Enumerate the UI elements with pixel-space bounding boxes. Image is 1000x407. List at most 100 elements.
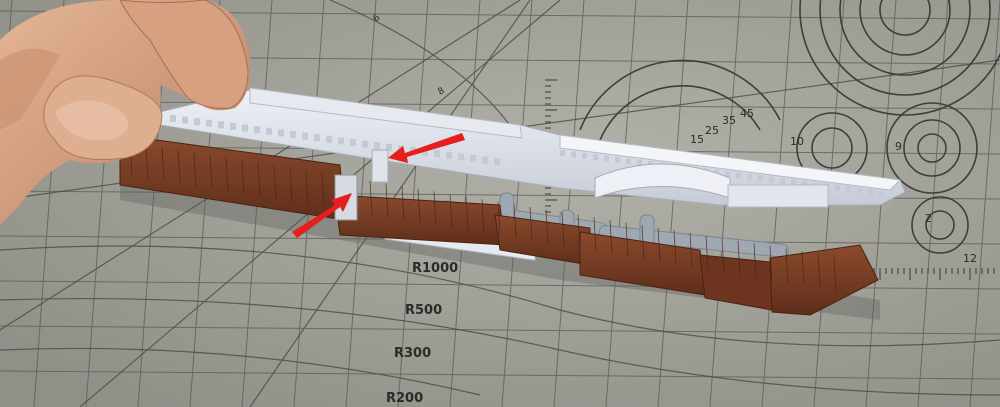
roof-tooth: [879, 190, 884, 197]
wood-plank-line: [193, 152, 197, 187]
wood-plank-line: [305, 170, 309, 205]
roof-tooth: [846, 186, 851, 193]
wood-plank-line: [209, 154, 213, 190]
wood-plank-line: [433, 191, 437, 226]
wood-plank-line: [241, 160, 245, 195]
wood-plank-line: [417, 188, 421, 223]
wood-plank-line: [753, 243, 757, 278]
label-45: 45: [740, 107, 754, 120]
roof-tooth: [422, 148, 428, 156]
roof-tooth: [278, 129, 284, 137]
label-10: 10: [790, 135, 804, 148]
roof-tooth: [194, 118, 200, 126]
roof-tooth: [362, 140, 368, 148]
wood-plank-line: [529, 206, 533, 242]
roof-tooth: [218, 121, 224, 129]
roof-tooth: [857, 187, 862, 194]
wood-plank-line: [625, 222, 629, 257]
wood-plank-line: [721, 238, 725, 273]
wood-plank-line: [545, 209, 549, 244]
roof-tooth: [458, 153, 464, 161]
wood-plank-line: [561, 212, 565, 247]
wood-plank-line: [273, 165, 277, 200]
label-25: 25: [705, 124, 719, 137]
roof-tooth: [593, 154, 598, 161]
roof-tooth: [434, 150, 440, 158]
wood-plank-line: [481, 199, 485, 234]
wood-plank-line: [673, 230, 677, 265]
wood-plank-line: [641, 225, 645, 260]
label-r500: R500: [405, 303, 442, 318]
mat-targets: [579, 0, 1000, 254]
grid-line-horizontal: [0, 325, 1000, 335]
grid-line-horizontal: [0, 100, 1000, 110]
roof-tooth: [571, 151, 576, 158]
roof-tooth: [736, 172, 741, 179]
hand: [0, 0, 251, 225]
label-r1000: R1000: [412, 261, 458, 276]
wood-plank-line: [465, 196, 469, 231]
roof-tooth: [266, 127, 272, 135]
wood-plank-line: [369, 180, 373, 216]
roof-tooth: [560, 150, 565, 156]
label-12: 12: [963, 252, 977, 265]
roof-tooth: [338, 137, 344, 145]
red-arrow-lower: [292, 193, 352, 238]
wood-plank-line: [321, 173, 325, 208]
wood-plank-line: [689, 232, 693, 268]
model-kit-parts: [119, 87, 906, 320]
wood-plank-line: [833, 256, 837, 291]
label-r300: R300: [394, 346, 431, 361]
roof-tooth: [615, 157, 620, 163]
roof-tooth: [637, 159, 642, 166]
wood-plank-line: [593, 217, 597, 252]
roof-tooth: [374, 142, 380, 150]
roof-tooth: [604, 155, 609, 162]
wood-plank-line: [609, 219, 613, 255]
roof-tooth: [626, 158, 631, 165]
wood-base-part: [119, 134, 879, 316]
wood-plank-line: [449, 193, 453, 229]
roof-tooth: [242, 124, 248, 132]
wood-plank-line: [177, 149, 181, 184]
roof-tooth: [494, 158, 500, 166]
red-arrow-upper: [388, 133, 465, 163]
roof-tooth: [206, 119, 212, 127]
roof-tooth: [868, 189, 873, 196]
wood-plank-line: [401, 186, 405, 221]
wood-plank-line: [289, 167, 293, 203]
wood-plank-line: [225, 157, 229, 192]
wood-plank-line: [737, 240, 741, 275]
roof-tooth: [254, 126, 260, 134]
wood-plank-line: [801, 251, 805, 286]
wood-plank-line: [577, 214, 581, 249]
roof-tooth: [446, 151, 452, 159]
roof-tooth: [170, 115, 176, 122]
grid-line-vertical: [605, 0, 637, 407]
label-r200: R200: [386, 391, 423, 406]
roof-tooth: [290, 131, 296, 138]
label-8: 8: [437, 86, 447, 98]
wood-plank-line: [817, 253, 821, 288]
roof-tooth: [769, 176, 774, 183]
label-15: 15: [690, 133, 704, 146]
grid-line-vertical: [657, 0, 689, 407]
wood-plank-line: [769, 245, 773, 281]
grid-line-vertical: [969, 0, 1000, 407]
roof-tooth: [230, 123, 236, 130]
wood-plank-line: [657, 227, 661, 262]
roof-tooth: [314, 134, 320, 142]
roof-tooth: [482, 156, 488, 164]
wood-plank-line: [785, 248, 789, 283]
roof-tooth: [758, 175, 763, 182]
roof-tooth: [302, 132, 308, 140]
wood-plank-line: [513, 204, 517, 239]
roof-tooth: [725, 171, 730, 177]
grid-line-vertical: [553, 0, 585, 407]
grid-line-horizontal: [0, 370, 1000, 380]
wood-plank-line: [385, 183, 389, 218]
roof-tooth: [182, 116, 188, 124]
roof-tooth: [835, 185, 840, 191]
label-2: 2: [925, 212, 932, 225]
